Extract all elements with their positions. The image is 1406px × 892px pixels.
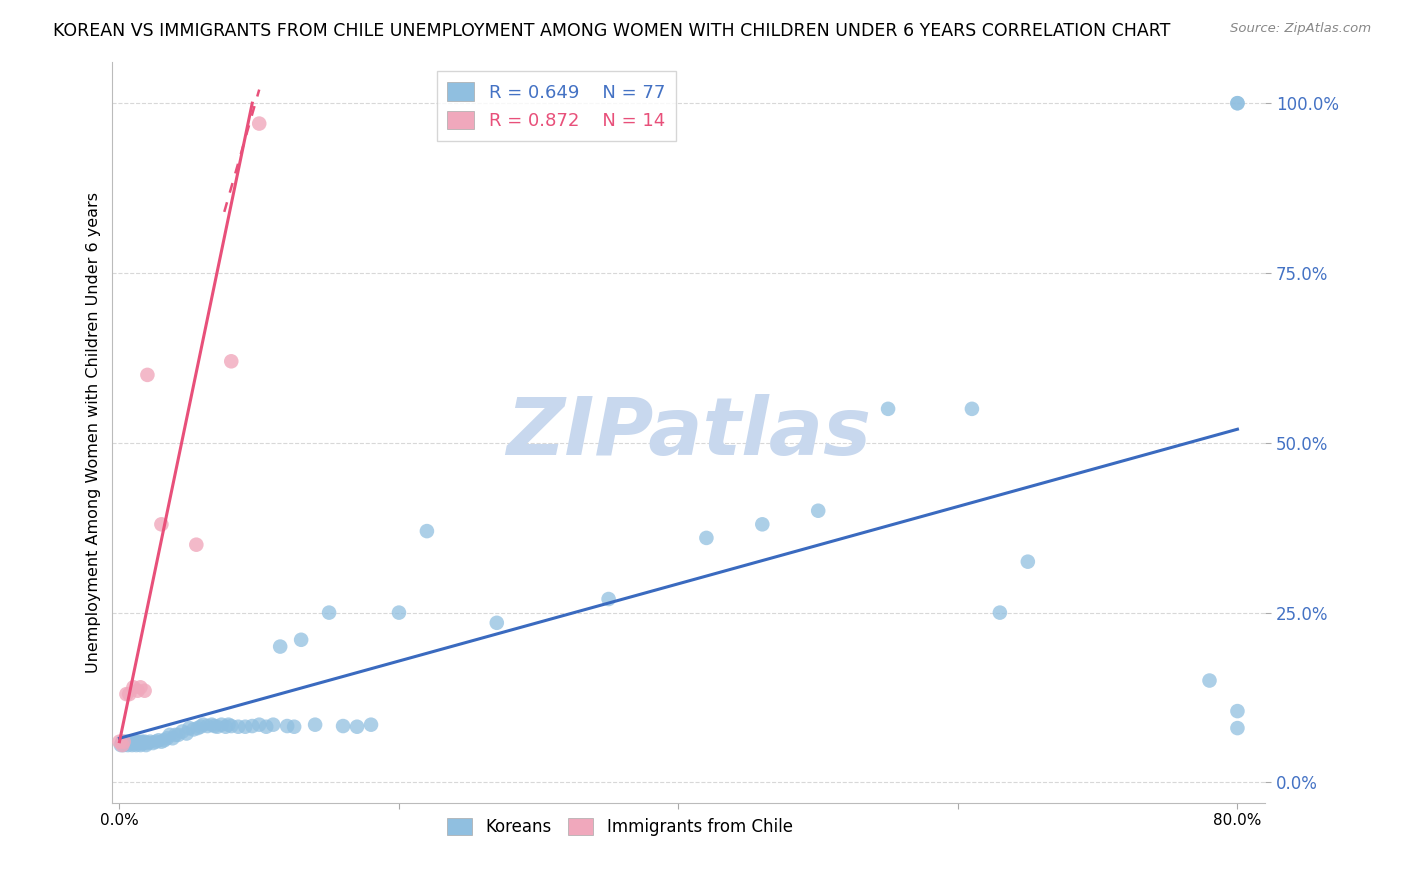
Point — [112, 734, 135, 748]
Point — [131, 734, 153, 748]
Point — [388, 606, 411, 620]
Point — [122, 681, 145, 695]
Point — [262, 717, 284, 731]
Point — [114, 736, 136, 750]
Point — [139, 734, 162, 748]
Point — [247, 717, 270, 731]
Point — [127, 683, 149, 698]
Point — [167, 728, 190, 742]
Point — [124, 734, 146, 748]
Point — [179, 721, 201, 735]
Point — [254, 720, 277, 734]
Point — [226, 720, 249, 734]
Point — [877, 401, 900, 416]
Point — [118, 687, 141, 701]
Point — [695, 531, 717, 545]
Point — [332, 719, 354, 733]
Point — [217, 717, 239, 731]
Point — [129, 681, 152, 695]
Text: Source: ZipAtlas.com: Source: ZipAtlas.com — [1230, 22, 1371, 36]
Text: KOREAN VS IMMIGRANTS FROM CHILE UNEMPLOYMENT AMONG WOMEN WITH CHILDREN UNDER 6 Y: KOREAN VS IMMIGRANTS FROM CHILE UNEMPLOY… — [53, 22, 1170, 40]
Point — [416, 524, 439, 538]
Point — [115, 734, 138, 748]
Point — [136, 736, 159, 750]
Point — [148, 733, 170, 747]
Point — [283, 720, 305, 734]
Point — [135, 738, 157, 752]
Point — [247, 117, 270, 131]
Point — [204, 719, 226, 733]
Point — [485, 615, 508, 630]
Point — [118, 736, 141, 750]
Point — [153, 733, 176, 747]
Point — [219, 719, 242, 733]
Point — [111, 734, 134, 748]
Point — [346, 720, 368, 734]
Point — [211, 717, 233, 731]
Point — [172, 724, 194, 739]
Point — [233, 720, 256, 734]
Point — [108, 734, 131, 748]
Point — [1198, 673, 1220, 688]
Point — [111, 738, 134, 752]
Point — [136, 368, 159, 382]
Point — [125, 738, 148, 752]
Point — [187, 721, 209, 735]
Point — [1226, 704, 1249, 718]
Point — [290, 632, 312, 647]
Point — [219, 354, 242, 368]
Point — [121, 738, 143, 752]
Point — [112, 738, 135, 752]
Point — [115, 687, 138, 701]
Point — [128, 736, 150, 750]
Point — [193, 717, 215, 731]
Y-axis label: Unemployment Among Women with Children Under 6 years: Unemployment Among Women with Children U… — [86, 192, 101, 673]
Point — [162, 731, 184, 746]
Point — [988, 606, 1011, 620]
Point — [134, 683, 156, 698]
Point — [134, 734, 156, 748]
Point — [807, 504, 830, 518]
Legend: Koreans, Immigrants from Chile: Koreans, Immigrants from Chile — [440, 811, 799, 843]
Point — [127, 734, 149, 748]
Point — [120, 734, 142, 748]
Point — [751, 517, 773, 532]
Point — [186, 538, 208, 552]
Point — [269, 640, 291, 654]
Point — [201, 717, 224, 731]
Point — [150, 734, 173, 748]
Point — [318, 606, 340, 620]
Point — [129, 738, 152, 752]
Point — [142, 736, 165, 750]
Point — [207, 720, 229, 734]
Point — [598, 592, 620, 607]
Point — [304, 717, 326, 731]
Point — [159, 728, 181, 742]
Point — [165, 728, 187, 742]
Point — [1226, 96, 1249, 111]
Point — [197, 719, 219, 733]
Point — [360, 717, 382, 731]
Point — [1226, 96, 1249, 111]
Point — [215, 720, 238, 734]
Point — [176, 726, 198, 740]
Point — [132, 736, 155, 750]
Text: ZIPatlas: ZIPatlas — [506, 393, 872, 472]
Point — [156, 731, 179, 746]
Point — [240, 719, 263, 733]
Point — [150, 517, 173, 532]
Point — [960, 401, 983, 416]
Point — [276, 719, 298, 733]
Point — [122, 736, 145, 750]
Point — [183, 723, 205, 737]
Point — [117, 738, 139, 752]
Point — [110, 738, 132, 752]
Point — [190, 720, 212, 734]
Point — [145, 734, 167, 748]
Point — [1226, 721, 1249, 735]
Point — [1017, 555, 1039, 569]
